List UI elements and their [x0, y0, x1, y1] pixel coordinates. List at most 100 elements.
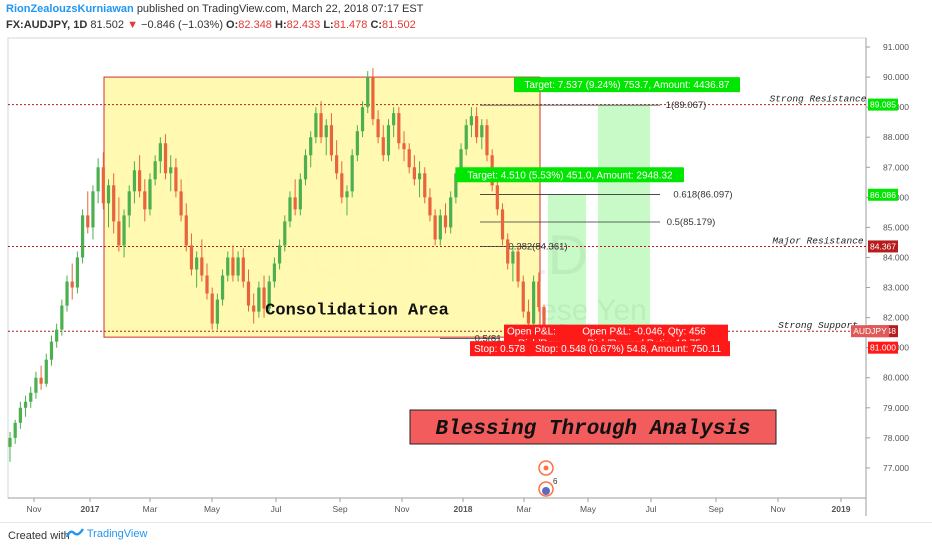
candle-body[interactable] [392, 113, 396, 126]
candle-body[interactable] [355, 131, 359, 156]
candle-body[interactable] [101, 167, 105, 204]
candle-body[interactable] [200, 257, 204, 276]
candle-body[interactable] [148, 179, 152, 210]
candle-body[interactable] [428, 197, 432, 216]
candle-body[interactable] [272, 263, 277, 282]
candle-body[interactable] [469, 116, 474, 126]
candle-body[interactable] [283, 221, 287, 246]
candle-body[interactable] [537, 281, 541, 308]
candle-body[interactable] [381, 137, 385, 156]
candle-body[interactable] [495, 185, 499, 210]
candle-body[interactable] [309, 137, 313, 156]
candle-body[interactable] [163, 143, 168, 174]
candle-body[interactable] [407, 149, 411, 168]
candle-body[interactable] [132, 170, 137, 192]
candle-body[interactable] [329, 125, 334, 156]
candle-body[interactable] [397, 113, 401, 144]
candle-body[interactable] [454, 173, 458, 198]
candle-body[interactable] [189, 245, 194, 270]
tradingview-brand[interactable]: TradingView [65, 527, 147, 540]
candle-body[interactable] [44, 359, 48, 384]
candle-body[interactable] [246, 281, 251, 306]
candle-body[interactable] [459, 149, 463, 174]
candle-body[interactable] [303, 155, 308, 180]
candle-body[interactable] [350, 155, 354, 192]
candle-body[interactable] [65, 281, 69, 306]
candle-body[interactable] [474, 116, 479, 138]
candle-body[interactable] [252, 305, 256, 312]
author-link[interactable]: RionZealouzsKurniawan [6, 3, 134, 15]
candle-body[interactable] [226, 257, 230, 276]
candle-body[interactable] [75, 257, 80, 288]
candle-body[interactable] [526, 311, 531, 324]
candle-body[interactable] [70, 281, 74, 288]
candle-body[interactable] [340, 173, 344, 198]
candle-body[interactable] [112, 185, 116, 222]
candle-body[interactable] [257, 287, 261, 312]
candle-body[interactable] [423, 173, 427, 198]
candle-body[interactable] [55, 329, 59, 342]
candle-body[interactable] [288, 197, 292, 222]
candle-body[interactable] [366, 77, 370, 108]
price-chart[interactable]: 91.00090.00089.00088.00087.00086.00085.0… [0, 34, 932, 520]
candle-body[interactable] [293, 197, 297, 210]
candle-body[interactable] [117, 221, 121, 246]
candle-body[interactable] [532, 281, 536, 324]
candle-body[interactable] [371, 77, 375, 120]
candle-body[interactable] [80, 215, 85, 258]
candle-body[interactable] [449, 197, 453, 228]
candle-body[interactable] [345, 191, 349, 198]
candle-body[interactable] [138, 170, 142, 192]
candle-body[interactable] [169, 167, 173, 174]
candle-body[interactable] [376, 119, 380, 138]
candle-body[interactable] [516, 251, 520, 282]
candle-body[interactable] [542, 307, 546, 333]
candle-body[interactable] [267, 281, 271, 309]
candle-body[interactable] [91, 191, 95, 228]
position-target-zone[interactable] [598, 104, 650, 327]
symbol-label[interactable]: FX:AUDJPY, 1D [6, 19, 88, 31]
candle-body[interactable] [143, 191, 147, 210]
candle-body[interactable] [86, 215, 90, 228]
candle-body[interactable] [500, 209, 505, 240]
candle-body[interactable] [184, 215, 188, 246]
candle-body[interactable] [39, 377, 43, 384]
candle-body[interactable] [277, 245, 282, 264]
candle-body[interactable] [298, 179, 302, 210]
candle-body[interactable] [319, 113, 323, 138]
candle-body[interactable] [417, 173, 422, 180]
candle-body[interactable] [18, 407, 22, 423]
candle-body[interactable] [195, 257, 199, 270]
stop-box[interactable] [526, 341, 730, 357]
candle-body[interactable] [215, 299, 219, 324]
candle-body[interactable] [506, 239, 510, 264]
candle-body[interactable] [174, 167, 178, 192]
candle-body[interactable] [360, 107, 365, 132]
stop-box-back[interactable] [470, 341, 532, 357]
candle-body[interactable] [220, 275, 225, 300]
candle-body[interactable] [324, 125, 328, 138]
candle-body[interactable] [511, 251, 515, 264]
candle-body[interactable] [402, 143, 406, 150]
target-label-box[interactable] [456, 167, 684, 183]
candle-body[interactable] [153, 161, 157, 180]
candle-body[interactable] [8, 437, 12, 447]
candle-body[interactable] [521, 281, 525, 312]
target-label-box[interactable] [514, 77, 740, 93]
candle-body[interactable] [122, 215, 126, 246]
candle-body[interactable] [386, 125, 391, 156]
candle-body[interactable] [34, 377, 38, 393]
candle-body[interactable] [412, 167, 416, 180]
candle-body[interactable] [464, 125, 468, 150]
candle-body[interactable] [231, 257, 235, 276]
candle-body[interactable] [60, 305, 64, 330]
candle-body[interactable] [438, 215, 442, 240]
candle-body[interactable] [127, 191, 131, 216]
candle-body[interactable] [480, 125, 484, 138]
candle-body[interactable] [49, 341, 54, 360]
candle-body[interactable] [335, 155, 339, 174]
candle-body[interactable] [96, 167, 100, 192]
candle-body[interactable] [158, 143, 162, 162]
candle-body[interactable] [443, 215, 448, 228]
candle-body[interactable] [205, 275, 209, 294]
